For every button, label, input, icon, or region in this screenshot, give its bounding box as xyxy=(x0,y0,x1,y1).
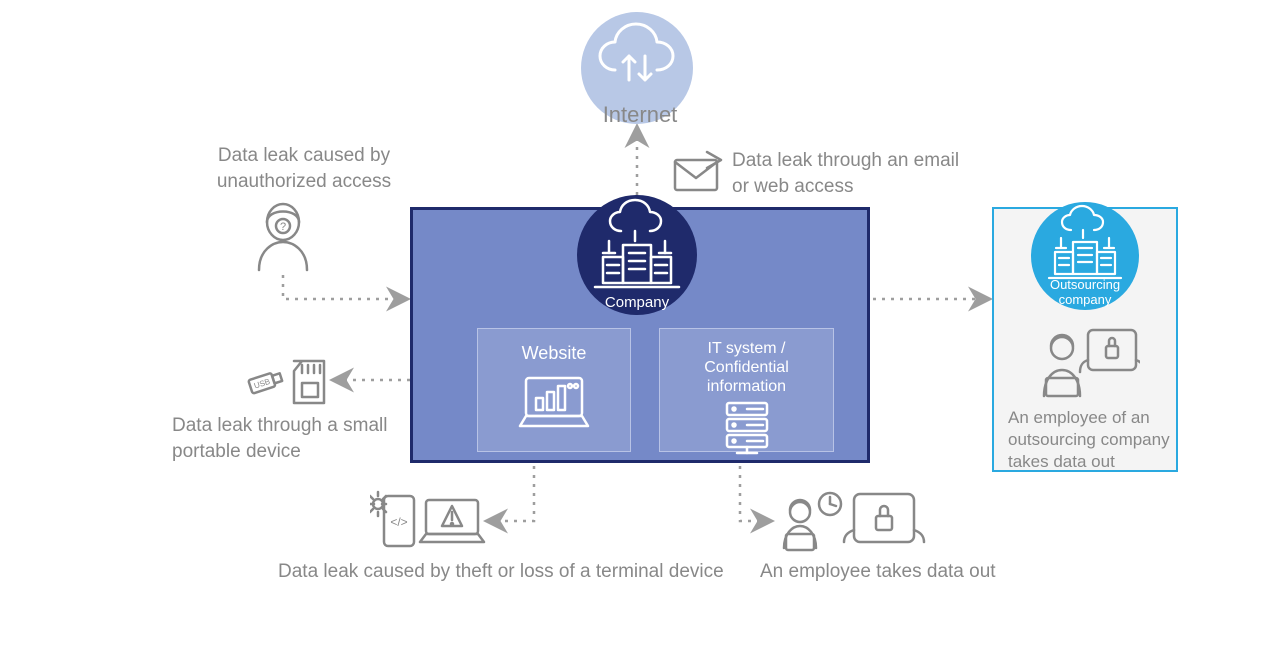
outsourcing-line1: Outsourcing xyxy=(1050,277,1120,292)
unauth-line2: unauthorized access xyxy=(217,171,391,192)
itsystem-box: IT system / Confidential information xyxy=(659,328,834,452)
server-icon xyxy=(717,399,777,455)
svg-text:?: ? xyxy=(280,221,286,233)
edge-company-theft xyxy=(488,457,534,521)
employee-data-icon xyxy=(776,486,926,556)
out-emp-line2: outsourcing company xyxy=(1008,430,1170,449)
svg-text:</>: </> xyxy=(390,515,407,529)
it-line2: Confidential xyxy=(704,359,789,376)
out-emp-line1: An employee of an xyxy=(1008,408,1150,427)
portable-line2: portable device xyxy=(172,441,301,462)
email-text: Data leak through an email or web access xyxy=(732,148,992,199)
email-icon xyxy=(667,148,725,194)
portable-text: Data leak through a small portable devic… xyxy=(172,413,422,464)
laptop-chart-icon xyxy=(514,372,594,436)
outsourcing-employee-icon xyxy=(1034,324,1140,400)
employee-text: An employee takes data out xyxy=(760,559,1020,585)
hacker-icon: ? xyxy=(251,200,315,274)
outsourcing-label: Outsourcing company xyxy=(1031,278,1139,308)
devices-warning-icon: </> xyxy=(370,488,490,554)
outsourcing-line2: company xyxy=(1059,292,1112,307)
edge-company-employee xyxy=(740,457,770,521)
portable-line1: Data leak through a small xyxy=(172,415,387,436)
theft-text: Data leak caused by theft or loss of a t… xyxy=(278,559,748,585)
email-line1: Data leak through an email xyxy=(732,150,959,171)
it-line1: IT system / xyxy=(708,340,786,357)
edge-hacker-company xyxy=(283,275,406,299)
email-line2: or web access xyxy=(732,176,853,197)
website-label: Website xyxy=(488,343,620,364)
unauth-line1: Data leak caused by xyxy=(218,145,390,166)
diagram-canvas: Internet Data leak caused by unauthorize… xyxy=(0,0,1280,649)
out-emp-text: An employee of an outsourcing company ta… xyxy=(1008,407,1172,473)
internet-label: Internet xyxy=(600,100,680,130)
company-label: Company xyxy=(577,294,697,311)
usb-sd-icon: USB xyxy=(244,353,332,411)
out-emp-line3: takes data out xyxy=(1008,452,1115,471)
it-line3: information xyxy=(707,378,786,395)
unauth-text: Data leak caused by unauthorized access xyxy=(199,143,409,194)
website-box: Website xyxy=(477,328,631,452)
